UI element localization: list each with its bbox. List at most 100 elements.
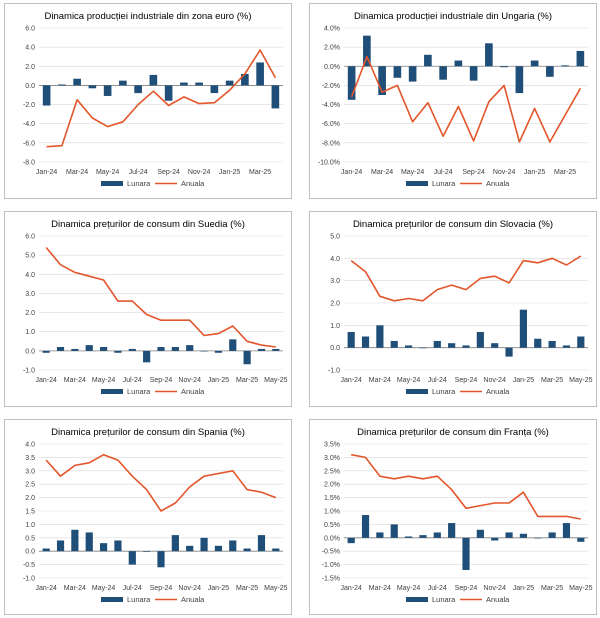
- legend-annual-label: Anuala: [181, 595, 205, 604]
- monthly-bar: [100, 347, 108, 351]
- y-tick-label: -1.0: [328, 368, 340, 375]
- monthly-bar: [491, 537, 499, 541]
- monthly-bar: [577, 537, 585, 542]
- chart-panel-slovakia-cpi: Dinamica prețurilor de consum din Slovac…: [309, 211, 597, 407]
- y-tick-label: -0.5%: [322, 549, 340, 556]
- x-tick-label: Sep-24: [150, 585, 173, 592]
- monthly-bar: [476, 332, 484, 348]
- monthly-bar: [56, 540, 65, 552]
- monthly-bar: [186, 345, 194, 351]
- monthly-bar: [419, 347, 427, 349]
- monthly-bar: [114, 540, 122, 552]
- monthly-bar: [548, 532, 556, 538]
- legend-monthly-swatch: [406, 597, 428, 602]
- y-tick-label: 2.5: [25, 482, 35, 489]
- y-tick-label: -1.5%: [322, 576, 340, 583]
- monthly-bar: [419, 535, 427, 538]
- monthly-bar: [548, 340, 556, 348]
- y-tick-label: 3.5%: [324, 442, 340, 449]
- monthly-bar: [530, 60, 539, 67]
- y-tick-label: 2.0%: [324, 45, 340, 52]
- y-tick-label: 3.0: [25, 291, 35, 298]
- monthly-bar: [448, 523, 456, 538]
- y-tick-label: 3.0: [25, 468, 35, 475]
- monthly-bar: [73, 78, 81, 86]
- y-tick-label: -1.0%: [322, 562, 340, 569]
- monthly-bar: [214, 350, 222, 353]
- monthly-bar: [424, 54, 432, 67]
- x-tick-label: Jan-24: [35, 377, 57, 384]
- y-tick-label: 2.0: [330, 301, 340, 308]
- legend-monthly-label: Lunara: [127, 387, 151, 396]
- monthly-bar: [433, 532, 441, 538]
- x-tick-label: Jan-25: [219, 169, 241, 176]
- monthly-bar: [128, 551, 136, 565]
- monthly-bar: [149, 74, 158, 86]
- monthly-bar: [195, 82, 203, 86]
- y-tick-label: 3.5: [25, 455, 35, 462]
- y-tick-label: 0.0%: [324, 535, 340, 542]
- monthly-bar: [186, 545, 194, 552]
- monthly-bar: [271, 85, 280, 109]
- monthly-bar: [378, 66, 386, 95]
- y-tick-label: 5.0: [25, 253, 35, 260]
- y-tick-label: -6.0: [23, 140, 35, 147]
- monthly-bar: [433, 340, 441, 348]
- legend-monthly-swatch: [101, 597, 123, 602]
- x-tick-label: Mar-25: [541, 585, 563, 592]
- monthly-bar: [462, 345, 470, 348]
- monthly-bar: [71, 529, 79, 552]
- legend-monthly-swatch: [406, 389, 428, 394]
- monthly-bar: [500, 66, 508, 68]
- monthly-bar: [390, 340, 398, 348]
- y-tick-label: -1.0: [23, 368, 35, 375]
- monthly-bar: [103, 85, 112, 96]
- monthly-bar: [519, 533, 527, 538]
- monthly-bar: [214, 545, 222, 552]
- y-tick-label: 1.5%: [324, 495, 340, 502]
- chart-title: Dinamica prețurilor de consum din Suedia…: [51, 219, 245, 230]
- monthly-bar: [200, 350, 208, 352]
- y-tick-label: 0.0%: [324, 64, 340, 71]
- monthly-bar: [272, 348, 280, 351]
- monthly-bar: [576, 50, 585, 67]
- monthly-bar: [448, 343, 456, 348]
- legend-annual-label: Anuala: [181, 387, 205, 396]
- x-tick-label: Jan-25: [513, 585, 535, 592]
- monthly-bar: [119, 80, 127, 86]
- y-tick-label: -6.0%: [322, 121, 340, 128]
- y-tick-label: 0.0: [25, 348, 35, 355]
- x-tick-label: Jan-24: [341, 169, 363, 176]
- monthly-bar: [376, 532, 384, 538]
- monthly-bar: [519, 309, 527, 348]
- y-tick-label: 1.0: [330, 323, 340, 330]
- monthly-bar: [114, 350, 122, 353]
- legend-annual-label: Anuala: [486, 387, 510, 396]
- x-tick-label: Sep-24: [462, 169, 485, 176]
- monthly-bar: [229, 540, 237, 552]
- x-tick-label: Jan-25: [208, 377, 230, 384]
- x-tick-label: May-25: [569, 585, 592, 592]
- x-tick-label: May-25: [264, 585, 287, 592]
- y-tick-label: 2.0%: [324, 482, 340, 489]
- monthly-bar: [157, 551, 165, 568]
- chart-title: Dinamica producției industriale din Unga…: [354, 11, 552, 22]
- x-tick-label: Mar-25: [249, 169, 271, 176]
- chart-title: Dinamica prețurilor de consum din Franța…: [357, 427, 549, 438]
- y-tick-label: 2.0: [25, 64, 35, 71]
- x-tick-label: Mar-25: [236, 377, 258, 384]
- x-tick-label: Mar-25: [541, 377, 563, 384]
- monthly-bar: [85, 532, 93, 552]
- y-tick-label: 4.0: [330, 256, 340, 263]
- legend-monthly-label: Lunara: [127, 595, 151, 604]
- monthly-bar: [257, 348, 266, 351]
- monthly-bar: [257, 535, 266, 552]
- chart-title: Dinamica producției industriale din zona…: [45, 11, 252, 22]
- chart-panel-sweden-cpi: Dinamica prețurilor de consum din Suedia…: [4, 211, 292, 407]
- monthly-bar: [505, 532, 513, 538]
- x-tick-label: Nov-24: [188, 169, 211, 176]
- monthly-bar: [171, 535, 179, 552]
- legend-monthly-label: Lunara: [432, 387, 456, 396]
- x-tick-label: Jan-25: [513, 377, 535, 384]
- monthly-bar: [393, 66, 402, 78]
